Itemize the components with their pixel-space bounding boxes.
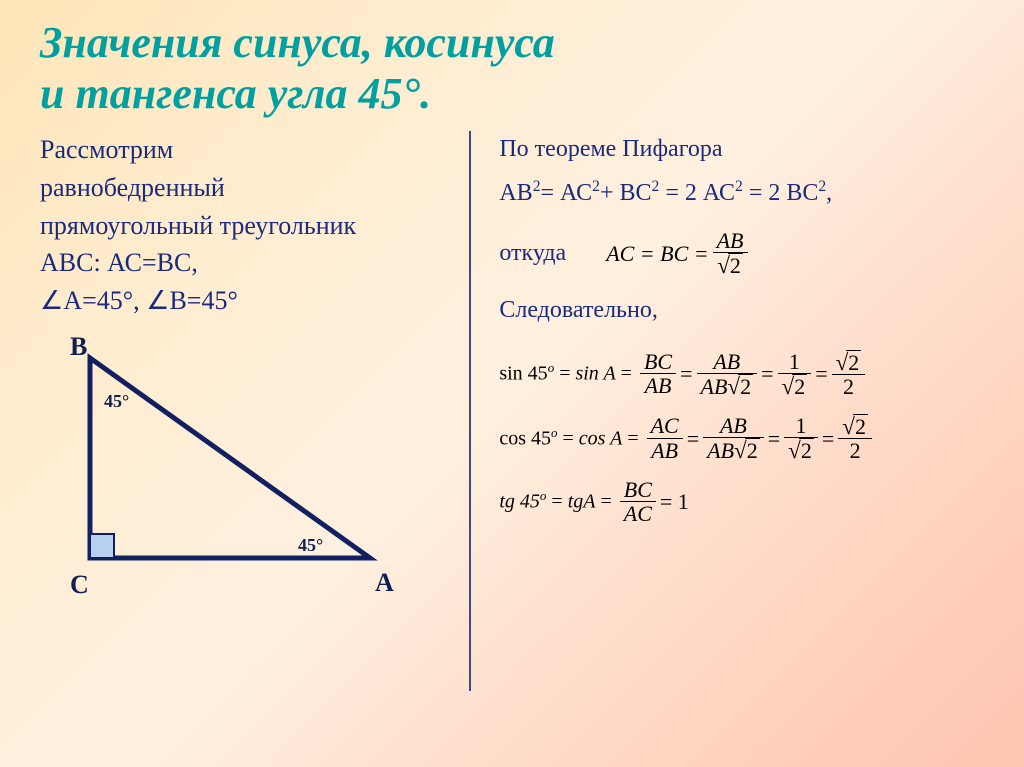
- t: =: [815, 357, 827, 390]
- t: tg 45: [499, 491, 540, 513]
- whence-label: откуда: [499, 235, 566, 271]
- left-column: Рассмотрим равнобедренный прямоугольный …: [40, 131, 459, 719]
- t: 2: [853, 414, 868, 438]
- t: =: [546, 491, 567, 513]
- t: AB: [701, 374, 728, 399]
- therefore-label: Следовательно,: [499, 292, 996, 328]
- t: =: [622, 427, 638, 449]
- cos45-eq: cos 45o = cos A = ACAB = ABAB2 = 12 = 22: [499, 414, 996, 462]
- title-line2: и тангенса угла 45°.: [40, 69, 984, 120]
- t: 1: [791, 414, 810, 437]
- right-column: По теореме Пифагора АВ2= АС2+ ВС2 = 2 АС…: [481, 131, 996, 719]
- t: прямоугольный треугольник: [40, 211, 356, 240]
- t: А=45°,: [63, 286, 146, 315]
- sin45-eq: sin 45o = sin A = BCAB = ABAB2 = 12 = 22: [499, 350, 996, 398]
- t: 2: [846, 439, 865, 462]
- column-divider: [469, 131, 471, 691]
- angle-B-label: 45°: [104, 388, 129, 414]
- t: =: [558, 427, 579, 449]
- t: =: [687, 422, 699, 455]
- title-line1: Значения синуса, косинуса: [40, 18, 984, 69]
- left-text: Рассмотрим равнобедренный прямоугольный …: [40, 131, 441, 319]
- right-angle-square: [90, 534, 114, 558]
- triangle-diagram: В С А 45° 45°: [40, 328, 420, 608]
- t: =: [761, 357, 773, 390]
- t: 2: [839, 375, 858, 398]
- t: В=45°: [169, 286, 237, 315]
- t: =: [595, 491, 611, 513]
- tg45-eq: tg 45o = tgA = BCAC = 1: [499, 478, 996, 525]
- t: AB: [707, 438, 734, 463]
- t: sin 45: [499, 363, 547, 385]
- pythag-heading: По теореме Пифагора: [499, 131, 996, 167]
- t: 2: [728, 253, 743, 277]
- t: 2: [792, 374, 807, 398]
- triangle-svg: [40, 328, 420, 608]
- t: AB: [641, 374, 676, 397]
- whence-row: откуда AC = BC = AB 2: [499, 229, 996, 277]
- angle-icon: ∠: [146, 285, 169, 315]
- t: AC: [620, 502, 656, 525]
- t: =: [822, 422, 834, 455]
- vertex-A: А: [375, 564, 394, 602]
- t: BC: [640, 350, 676, 373]
- t: =: [768, 422, 780, 455]
- t: BC: [620, 478, 656, 501]
- t: cos 45: [499, 427, 551, 449]
- slide-title: Значения синуса, косинуса и тангенса угл…: [0, 0, 1024, 119]
- t: =: [680, 357, 692, 390]
- t: = 1: [660, 485, 689, 518]
- vertex-C: С: [70, 566, 89, 604]
- pythag-eq: АВ2= АС2+ ВС2 = 2 АС2 = 2 ВС2,: [499, 175, 996, 211]
- t: AB: [713, 229, 748, 252]
- ac-bc-equation: AC = BC = AB 2: [606, 229, 751, 277]
- content-columns: Рассмотрим равнобедренный прямоугольный …: [0, 119, 1024, 719]
- triangle-shape: [90, 358, 370, 558]
- t: 1: [785, 350, 804, 373]
- angle-A-label: 45°: [298, 532, 323, 558]
- t: =: [554, 363, 575, 385]
- t: AB: [716, 414, 751, 437]
- t: AB: [709, 350, 744, 373]
- t: AC: [647, 414, 683, 437]
- t: Рассмотрим: [40, 135, 173, 164]
- t: 2: [799, 438, 814, 462]
- angle-icon: ∠: [40, 285, 63, 315]
- t: tgA: [568, 491, 596, 513]
- t: 2: [846, 350, 861, 374]
- t: AB: [647, 439, 682, 462]
- t: 2: [738, 374, 753, 398]
- t: sin A: [575, 363, 615, 385]
- vertex-B: В: [70, 328, 87, 366]
- t: cos A: [579, 427, 623, 449]
- t: равнобедренный: [40, 173, 225, 202]
- t: 2: [745, 438, 760, 462]
- t: =: [616, 363, 632, 385]
- t: AC = BC =: [606, 237, 708, 270]
- t: АВС: АС=ВС,: [40, 248, 198, 277]
